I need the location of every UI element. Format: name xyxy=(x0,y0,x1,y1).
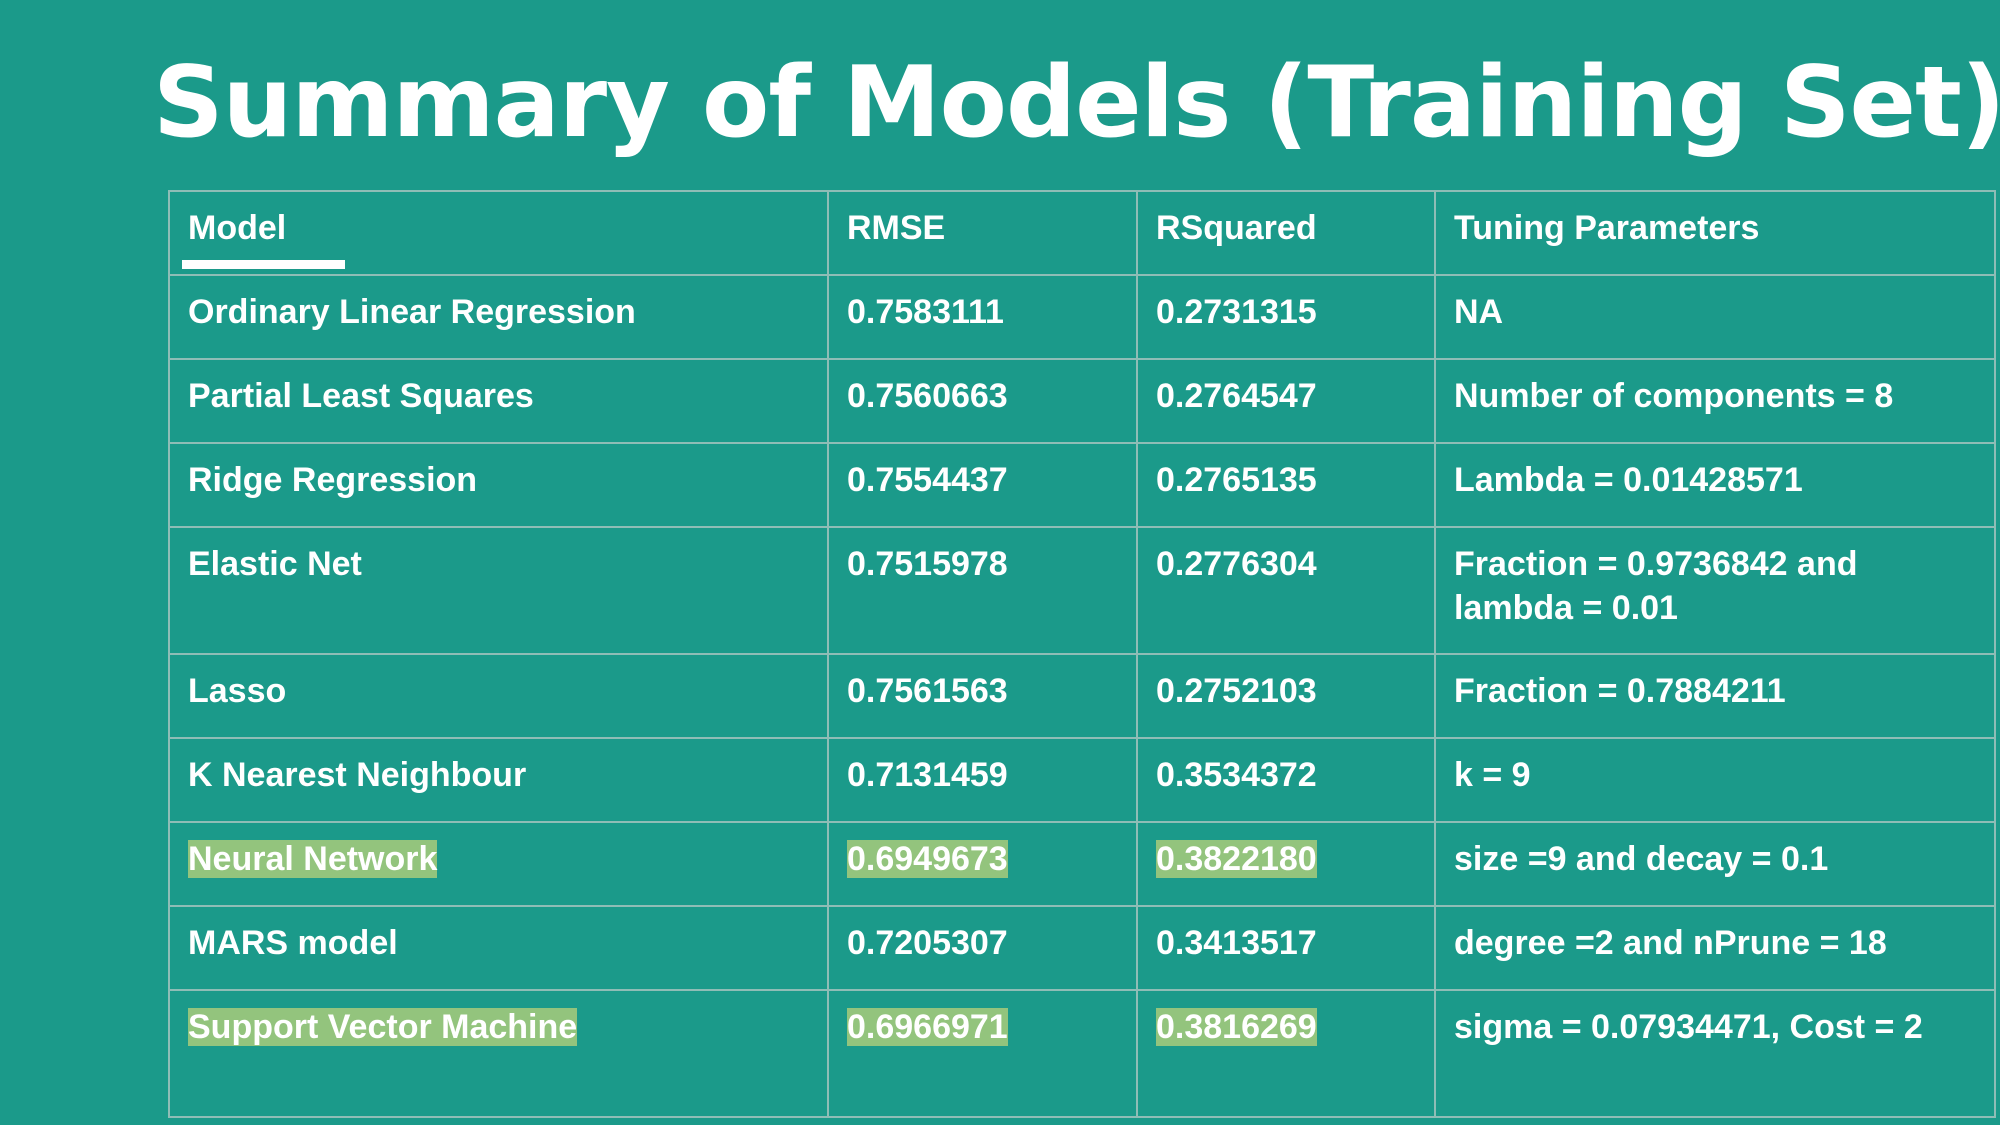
table-row: MARS model 0.7205307 0.3413517 degree =2… xyxy=(168,905,1996,991)
model-name: K Nearest Neighbour xyxy=(188,756,527,794)
tuning-value: Fraction = 0.9736842 and lambda = 0.01 xyxy=(1454,545,1858,627)
rsquared-cell: 0.2731315 xyxy=(1136,274,1436,360)
model-cell: Lasso xyxy=(168,653,829,739)
tuning-cell: Lambda = 0.01428571 xyxy=(1434,442,1996,528)
rmse-cell: 0.7515978 xyxy=(827,526,1138,655)
rsquared-value: 0.2764547 xyxy=(1156,377,1317,415)
tuning-value: size =9 and decay = 0.1 xyxy=(1454,840,1829,878)
rsquared-cell: 0.2752103 xyxy=(1136,653,1436,739)
table-row-highlighted: Neural Network 0.6949673 0.3822180 size … xyxy=(168,821,1996,907)
header-model: Model xyxy=(168,190,829,276)
rsquared-value: 0.2731315 xyxy=(1156,293,1317,331)
rsquared-value: 0.2752103 xyxy=(1156,672,1317,710)
rmse-value-highlighted: 0.6966971 xyxy=(847,1008,1008,1046)
tuning-value: degree =2 and nPrune = 18 xyxy=(1454,924,1887,962)
tuning-value: Lambda = 0.01428571 xyxy=(1454,461,1803,499)
rsquared-cell: 0.3816269 xyxy=(1136,989,1436,1118)
table-row: Partial Least Squares 0.7560663 0.276454… xyxy=(168,358,1996,444)
model-name-highlighted: Neural Network xyxy=(188,840,438,878)
rmse-value: 0.7561563 xyxy=(847,672,1008,710)
table-row: Elastic Net 0.7515978 0.2776304 Fraction… xyxy=(168,526,1996,655)
model-cell: Ordinary Linear Regression xyxy=(168,274,829,360)
rmse-cell: 0.7131459 xyxy=(827,737,1138,823)
header-tuning: Tuning Parameters xyxy=(1434,190,1996,276)
rmse-value: 0.7515978 xyxy=(847,545,1008,583)
tuning-cell: k = 9 xyxy=(1434,737,1996,823)
model-name: Partial Least Squares xyxy=(188,377,534,415)
model-cell: Ridge Regression xyxy=(168,442,829,528)
rsquared-value: 0.2765135 xyxy=(1156,461,1317,499)
table-row-highlighted: Support Vector Machine 0.6966971 0.38162… xyxy=(168,989,1996,1118)
tuning-value: Fraction = 0.7884211 xyxy=(1454,672,1786,710)
tuning-cell: sigma = 0.07934471, Cost = 2 xyxy=(1434,989,1996,1118)
tuning-cell: NA xyxy=(1434,274,1996,360)
tuning-value: NA xyxy=(1454,293,1504,331)
header-rsquared: RSquared xyxy=(1136,190,1436,276)
rsquared-cell: 0.3534372 xyxy=(1136,737,1436,823)
rmse-cell: 0.7560663 xyxy=(827,358,1138,444)
rsquared-cell: 0.3413517 xyxy=(1136,905,1436,991)
rsquared-value-highlighted: 0.3816269 xyxy=(1156,1008,1317,1046)
tuning-cell: Fraction = 0.7884211 xyxy=(1434,653,1996,739)
slide-title: Summary of Models (Training Set) xyxy=(153,46,2000,160)
rmse-cell: 0.7583111 xyxy=(827,274,1138,360)
model-name: Ridge Regression xyxy=(188,461,478,499)
model-cell: K Nearest Neighbour xyxy=(168,737,829,823)
rmse-cell: 0.6966971 xyxy=(827,989,1138,1118)
model-name: Lasso xyxy=(188,672,287,710)
rsquared-value: 0.3534372 xyxy=(1156,756,1317,794)
rsquared-value: 0.3413517 xyxy=(1156,924,1317,962)
rmse-cell: 0.6949673 xyxy=(827,821,1138,907)
rmse-value: 0.7583111 xyxy=(847,293,1004,331)
rsquared-value-highlighted: 0.3822180 xyxy=(1156,840,1317,878)
tuning-cell: Fraction = 0.9736842 and lambda = 0.01 xyxy=(1434,526,1996,655)
header-underline xyxy=(182,260,345,269)
table-row: Ridge Regression 0.7554437 0.2765135 Lam… xyxy=(168,442,1996,528)
table-row: Lasso 0.7561563 0.2752103 Fraction = 0.7… xyxy=(168,653,1996,739)
rsquared-cell: 0.2764547 xyxy=(1136,358,1436,444)
model-name-highlighted: Support Vector Machine xyxy=(188,1008,578,1046)
header-model-label: Model xyxy=(188,209,287,247)
header-rmse: RMSE xyxy=(827,190,1138,276)
rmse-cell: 0.7561563 xyxy=(827,653,1138,739)
tuning-cell: degree =2 and nPrune = 18 xyxy=(1434,905,1996,991)
tuning-value: sigma = 0.07934471, Cost = 2 xyxy=(1454,1008,1923,1046)
model-cell: Partial Least Squares xyxy=(168,358,829,444)
tuning-value: Number of components = 8 xyxy=(1454,377,1894,415)
tuning-cell: size =9 and decay = 0.1 xyxy=(1434,821,1996,907)
tuning-cell: Number of components = 8 xyxy=(1434,358,1996,444)
table-row: K Nearest Neighbour 0.7131459 0.3534372 … xyxy=(168,737,1996,823)
rmse-cell: 0.7554437 xyxy=(827,442,1138,528)
model-cell: Support Vector Machine xyxy=(168,989,829,1118)
model-name: Elastic Net xyxy=(188,545,362,583)
rmse-value: 0.7560663 xyxy=(847,377,1008,415)
model-cell: MARS model xyxy=(168,905,829,991)
rsquared-value: 0.2776304 xyxy=(1156,545,1317,583)
rsquared-cell: 0.2776304 xyxy=(1136,526,1436,655)
table-header-row: Model RMSE RSquared Tuning Parameters xyxy=(168,190,1996,276)
model-name: Ordinary Linear Regression xyxy=(188,293,636,331)
rmse-value-highlighted: 0.6949673 xyxy=(847,840,1008,878)
rmse-value: 0.7131459 xyxy=(847,756,1008,794)
model-cell: Elastic Net xyxy=(168,526,829,655)
rsquared-cell: 0.3822180 xyxy=(1136,821,1436,907)
table-row: Ordinary Linear Regression 0.7583111 0.2… xyxy=(168,274,1996,360)
model-cell: Neural Network xyxy=(168,821,829,907)
rmse-cell: 0.7205307 xyxy=(827,905,1138,991)
rsquared-cell: 0.2765135 xyxy=(1136,442,1436,528)
model-name: MARS model xyxy=(188,924,398,962)
rmse-value: 0.7554437 xyxy=(847,461,1008,499)
tuning-value: k = 9 xyxy=(1454,756,1531,794)
models-summary-table: Model RMSE RSquared Tuning Parameters Or… xyxy=(168,190,1996,1118)
rmse-value: 0.7205307 xyxy=(847,924,1008,962)
